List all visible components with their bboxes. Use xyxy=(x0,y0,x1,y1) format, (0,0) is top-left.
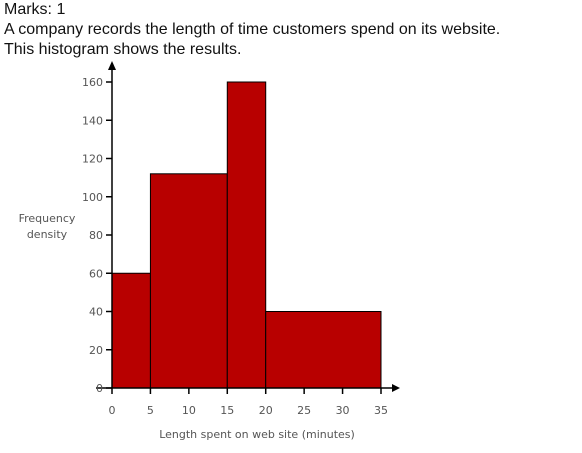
histogram-bar-15-20 xyxy=(226,81,267,389)
histogram-bars xyxy=(111,81,382,389)
x-axis-label: Length spent on web site (minutes) xyxy=(159,428,355,441)
y-tick-label: 40 xyxy=(89,306,103,319)
histogram-bar-0-5 xyxy=(111,272,151,389)
x-tick-label: 5 xyxy=(147,404,154,417)
y-tick-label: 20 xyxy=(89,344,103,357)
y-tick-label: 120 xyxy=(82,153,103,166)
question-text: Marks: 1 A company records the length of… xyxy=(4,0,580,60)
x-tick-label: 0 xyxy=(109,404,116,417)
y-tick-label: 80 xyxy=(89,229,103,242)
x-tick-label: 25 xyxy=(297,404,311,417)
y-axis-ticks: 0 20 40 60 80 100 120 140 160 xyxy=(82,76,112,395)
question-line-2: This histogram shows the results. xyxy=(4,41,242,58)
y-tick-label: 100 xyxy=(82,191,103,204)
question-line-1: A company records the length of time cus… xyxy=(4,21,501,38)
histogram-bar-5-15 xyxy=(149,173,228,389)
x-tick-label: 20 xyxy=(259,404,273,417)
y-tick-label: 0 xyxy=(96,382,103,395)
x-tick-label: 10 xyxy=(182,404,196,417)
x-axis-ticks: 0 5 10 15 20 25 30 35 xyxy=(109,388,388,417)
histogram-bar-20-35 xyxy=(265,311,382,389)
x-axis-arrow-icon xyxy=(392,384,400,392)
x-tick-label: 30 xyxy=(336,404,350,417)
y-axis-label-line-1: Frequency xyxy=(19,212,76,225)
x-tick-label: 15 xyxy=(220,404,234,417)
y-tick-label: 60 xyxy=(89,267,103,280)
y-tick-label: 160 xyxy=(82,76,103,89)
y-axis-label-line-2: density xyxy=(27,228,68,241)
x-tick-label: 35 xyxy=(374,404,388,417)
marks-label: Marks: 1 xyxy=(4,1,66,18)
y-tick-label: 140 xyxy=(82,114,103,127)
y-axis-arrow-icon xyxy=(108,61,116,70)
